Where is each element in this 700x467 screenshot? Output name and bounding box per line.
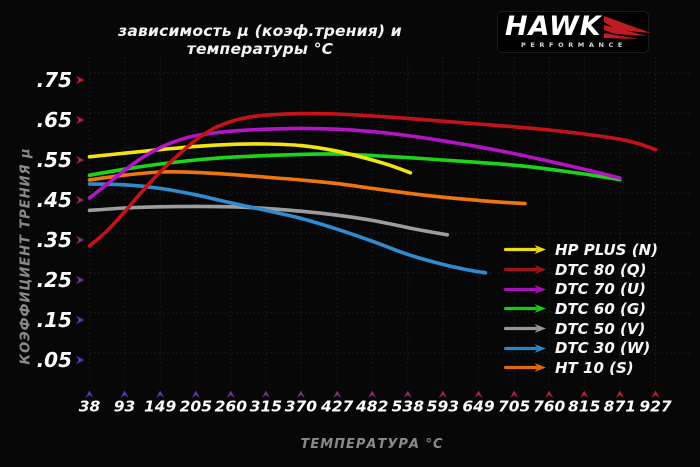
y-tick-label: .35 bbox=[37, 228, 72, 252]
legend-label: HP PLUS (N) bbox=[555, 240, 658, 259]
page-title: зависимость μ (коэф.трения) и температур… bbox=[118, 22, 402, 58]
series-curve-dtc-80-q bbox=[87, 111, 658, 248]
y-tick-label: .75 bbox=[37, 68, 72, 92]
legend-item-dtc-50-v: DTC 50 (V) bbox=[504, 319, 658, 339]
legend-arrow-swatch bbox=[504, 363, 546, 373]
x-tick-label: 760 bbox=[533, 398, 566, 416]
legend-arrow-swatch bbox=[504, 284, 546, 294]
legend-item-dtc-80-q: DTC 80 (Q) bbox=[504, 260, 658, 280]
y-tick-arrow-icon bbox=[76, 75, 84, 85]
legend-label: DTC 70 (U) bbox=[555, 280, 646, 299]
legend-item-dtc-70-u: DTC 70 (U) bbox=[504, 279, 658, 299]
x-tick-label: 370 bbox=[285, 398, 318, 416]
x-tick-arrow-icon bbox=[580, 390, 589, 398]
x-tick-arrow-icon bbox=[226, 390, 235, 398]
x-tick-arrow-icon bbox=[368, 390, 377, 398]
y-tick-arrow-icon bbox=[76, 275, 84, 285]
y-tick-arrow-icon bbox=[76, 355, 84, 365]
y-tick-label: .65 bbox=[37, 108, 72, 132]
x-tick-arrow-icon bbox=[333, 390, 342, 398]
x-tick-arrow-icon bbox=[156, 390, 165, 398]
legend-item-ht-10-s: HT 10 (S) bbox=[504, 358, 658, 378]
legend-label: DTC 30 (W) bbox=[555, 339, 651, 358]
x-tick-arrow-icon bbox=[261, 390, 270, 398]
legend-arrow-swatch bbox=[504, 343, 546, 353]
chart-legend: HP PLUS (N) DTC 80 (Q) DTC 70 (U) DTC 60 (G… bbox=[504, 240, 658, 378]
x-tick-label: 482 bbox=[355, 398, 388, 416]
x-tick-label: 315 bbox=[250, 398, 282, 416]
x-tick-label: 93 bbox=[114, 398, 136, 416]
legend-label: DTC 60 (G) bbox=[555, 299, 647, 318]
y-tick-arrow-icon bbox=[76, 115, 84, 125]
legend-arrow-swatch bbox=[504, 245, 546, 255]
series-curve-dtc-70-u bbox=[87, 126, 622, 200]
x-tick-arrow-icon bbox=[474, 390, 483, 398]
series-curve-hp-plus-n bbox=[87, 142, 413, 175]
x-tick-label: 649 bbox=[462, 398, 495, 416]
x-tick-label: 427 bbox=[320, 398, 354, 416]
x-tick-arrow-icon bbox=[296, 390, 305, 398]
legend-arrow-swatch bbox=[504, 324, 546, 334]
x-tick-arrow-icon bbox=[120, 390, 129, 398]
x-tick-arrow-icon bbox=[191, 390, 200, 398]
legend-item-dtc-60-g: DTC 60 (G) bbox=[504, 299, 658, 319]
x-tick-arrow-icon bbox=[403, 390, 412, 398]
x-tick-label: 149 bbox=[144, 398, 177, 416]
x-tick-label: 260 bbox=[215, 398, 248, 416]
y-tick-label: .15 bbox=[37, 308, 72, 332]
y-tick-label: .05 bbox=[37, 348, 72, 372]
legend-label: HT 10 (S) bbox=[555, 358, 634, 377]
series-curve-ht-10-s bbox=[87, 169, 527, 206]
legend-label: DTC 50 (V) bbox=[555, 319, 646, 338]
x-tick-arrow-icon bbox=[438, 390, 447, 398]
x-tick-label: 593 bbox=[427, 398, 459, 416]
x-tick-arrow-icon bbox=[545, 390, 554, 398]
series-curve-dtc-30-w bbox=[87, 182, 488, 275]
x-tick-arrow-icon bbox=[651, 390, 660, 398]
y-tick-arrow-icon bbox=[76, 195, 84, 205]
legend-item-dtc-30-w: DTC 30 (W) bbox=[504, 338, 658, 358]
y-tick-arrow-icon bbox=[76, 155, 84, 165]
x-tick-label: 205 bbox=[180, 398, 212, 416]
series-curve-dtc-50-v bbox=[87, 204, 450, 237]
legend-item-hp-plus-n: HP PLUS (N) bbox=[504, 240, 658, 260]
y-tick-label: .55 bbox=[37, 148, 72, 172]
x-tick-arrow-icon bbox=[510, 390, 519, 398]
x-tick-label: 927 bbox=[639, 398, 672, 416]
x-tick-label: 538 bbox=[392, 398, 425, 416]
y-tick-arrow-icon bbox=[76, 315, 84, 325]
y-tick-label: .45 bbox=[37, 188, 72, 212]
x-tick-label: 815 bbox=[568, 398, 600, 416]
x-axis-title: ТЕМПЕРАТУРА °C bbox=[300, 437, 444, 452]
hawk-performance-label: PERFORMANCE bbox=[521, 41, 627, 49]
y-tick-label: .25 bbox=[37, 268, 72, 292]
hawk-wordmark: HAWK bbox=[505, 11, 602, 42]
hawk-logo: HAWK PERFORMANCE bbox=[497, 11, 651, 53]
legend-label: DTC 80 (Q) bbox=[555, 260, 647, 279]
x-tick-label: 705 bbox=[498, 398, 530, 416]
x-tick-arrow-icon bbox=[85, 390, 94, 398]
hawk-wing-icon bbox=[603, 16, 651, 39]
y-tick-arrow-icon bbox=[76, 235, 84, 245]
x-tick-label: 871 bbox=[604, 398, 636, 416]
x-tick-label: 38 bbox=[79, 398, 101, 416]
x-tick-arrow-icon bbox=[615, 390, 624, 398]
legend-arrow-swatch bbox=[504, 304, 546, 314]
legend-arrow-swatch bbox=[504, 265, 546, 275]
